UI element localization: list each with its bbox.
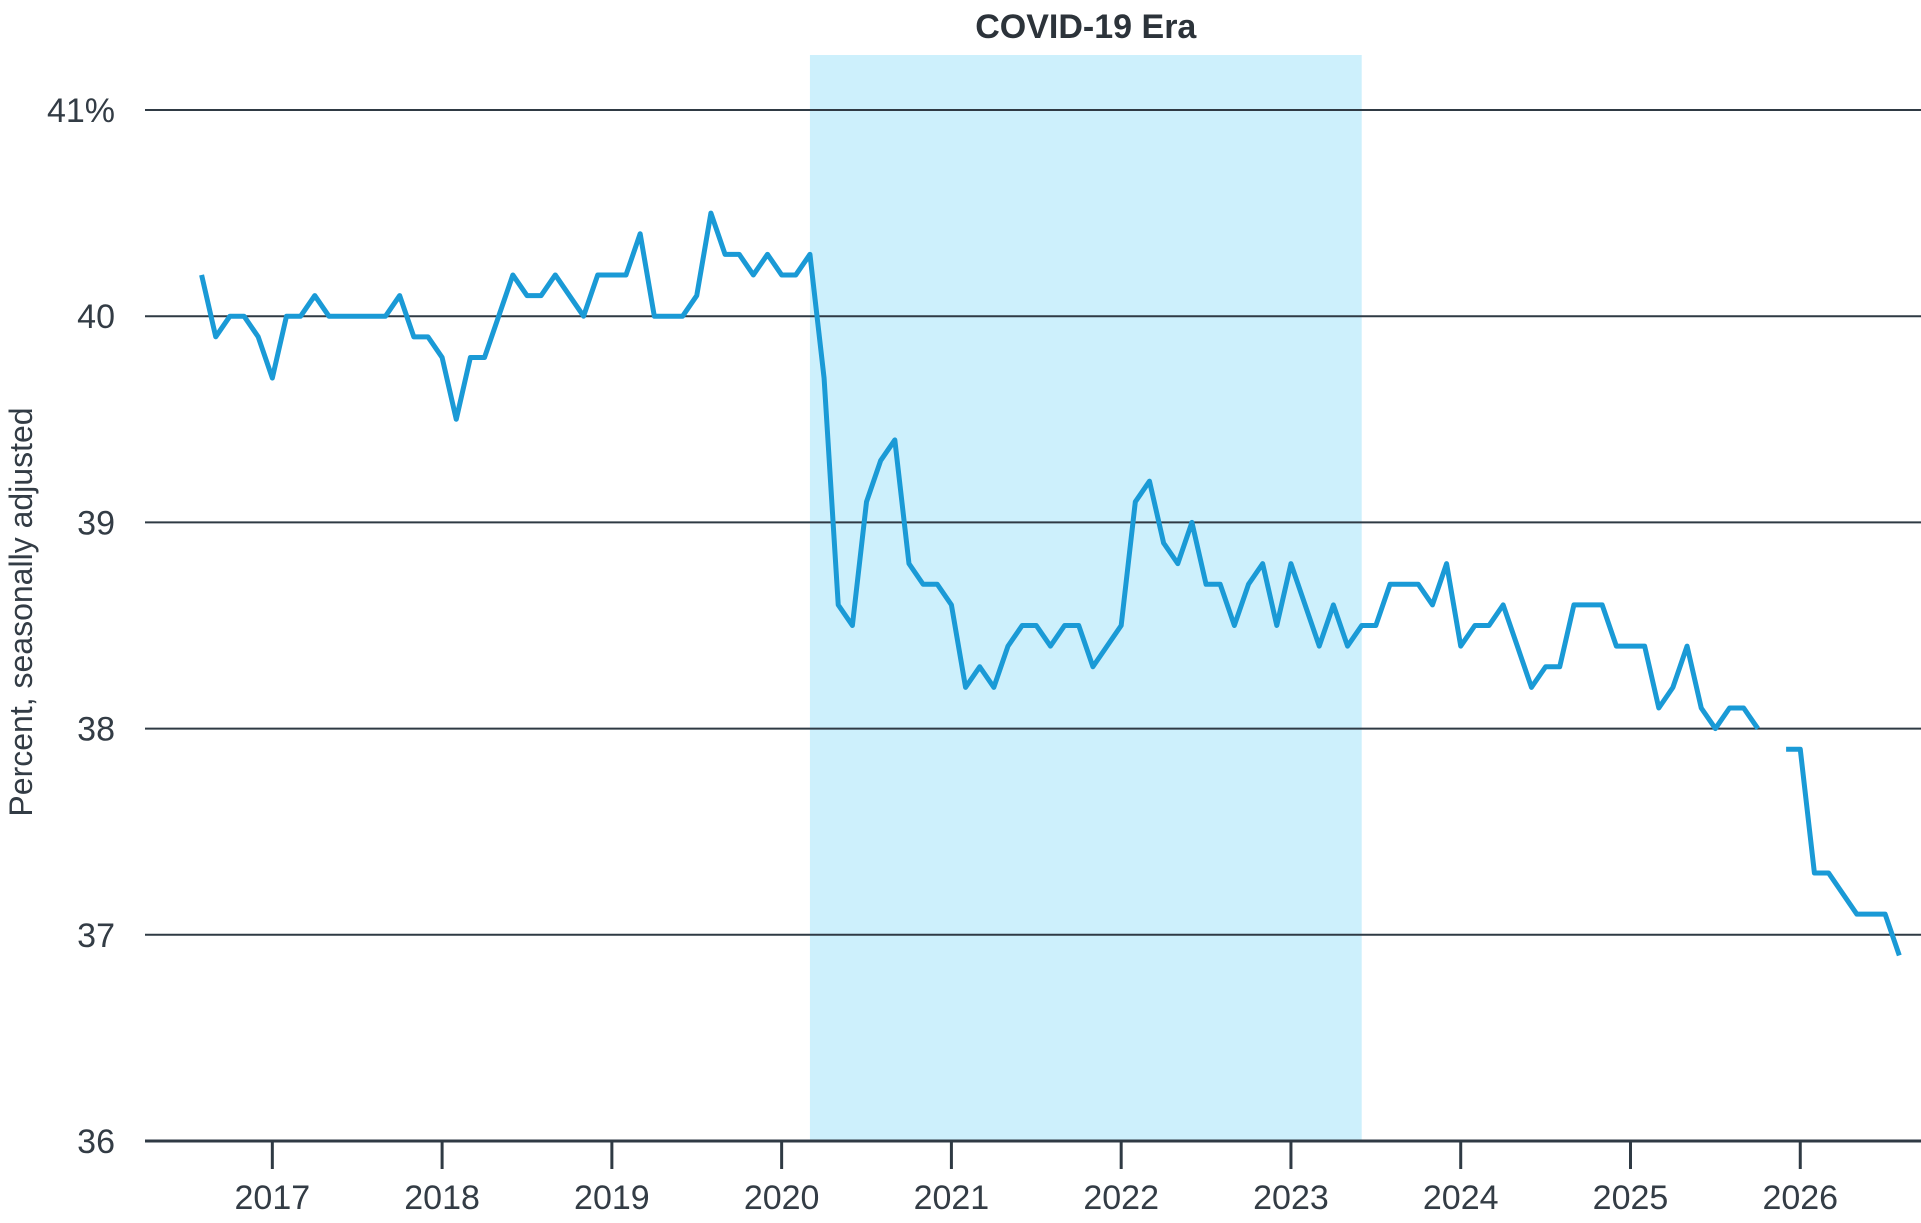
covid-era-band [809,55,1362,1141]
x-tick-label: 2018 [404,1179,480,1217]
y-axis-tick-labels: 41% 40 39 38 37 36 [47,92,115,1161]
y-tick-label: 39 [77,504,115,542]
x-tick-label: 2022 [1083,1179,1159,1217]
y-tick-label: 37 [77,917,115,955]
x-tick-label: 2023 [1253,1179,1329,1217]
series-line [199,210,1760,732]
x-tick-label: 2026 [1762,1179,1838,1217]
gridlines [145,109,1921,936]
series-lines [199,210,1902,957]
covid-era-label: COVID-19 Era [975,8,1197,46]
x-tick-label: 2019 [574,1179,650,1217]
x-tick-label: 2017 [235,1179,311,1217]
x-tick-label: 2024 [1423,1179,1499,1217]
series-line [1786,746,1902,957]
y-tick-label: 38 [77,711,115,749]
x-axis-ticks [270,1141,1802,1169]
x-tick-label: 2021 [914,1179,990,1217]
y-axis-title: Percent, seasonally adjusted [3,407,39,816]
x-tick-label: 2025 [1593,1179,1669,1217]
y-tick-label: 40 [77,298,115,336]
y-tick-label: 41% [47,92,115,130]
x-axis-tick-labels: 2017 2018 2019 2020 2021 2022 2023 2024 2025 2026 [235,1179,1839,1217]
y-tick-label: 36 [77,1123,115,1161]
x-tick-label: 2020 [744,1179,820,1217]
